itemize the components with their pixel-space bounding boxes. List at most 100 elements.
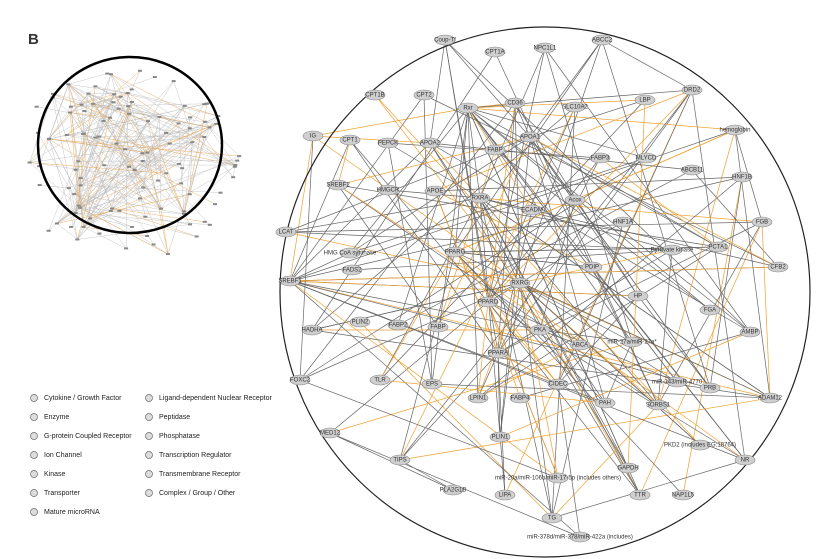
edge [311, 106, 576, 331]
legend-label: Transporter [44, 490, 81, 497]
thumbnail [27, 69, 242, 256]
thumb-edge [80, 141, 193, 209]
thumb-node [78, 177, 83, 180]
edge [397, 107, 469, 326]
edge [337, 139, 351, 186]
node-shape [275, 226, 297, 238]
node-label: LIPA [499, 493, 512, 499]
node-label: PDIP [585, 265, 599, 271]
node-shape [707, 241, 729, 253]
thumb-edge [37, 132, 81, 209]
thumb-node [202, 220, 207, 223]
thumb-edge [80, 207, 197, 237]
nodes: Coup-Tf CPT1A NPC1L1 ABCC2 CPT1B CPT2 Rxr CD36 S… [275, 34, 789, 543]
thumb-node [212, 203, 217, 206]
thumb-edge [56, 152, 148, 224]
thumb-edge [160, 166, 235, 209]
thumb-node [97, 232, 102, 235]
node-label: PKD2 (includes EG:18764) [664, 443, 736, 449]
edge [477, 344, 581, 399]
thumb-edge [103, 120, 162, 209]
edge [379, 99, 646, 381]
thumb-edge [147, 123, 217, 153]
edge [289, 280, 541, 331]
node-label: PAH [599, 401, 611, 407]
thumb-edge [110, 128, 190, 212]
thumb-node [101, 119, 106, 122]
thumb-edge [80, 185, 127, 249]
edge [637, 295, 711, 389]
edge [312, 107, 469, 137]
node-shape [689, 439, 711, 451]
thumb-edge [68, 84, 113, 209]
thumb-edge [52, 93, 94, 105]
thumb-node [179, 182, 184, 185]
thumb-edge [173, 81, 190, 129]
panel-label: B [28, 31, 39, 48]
thumb-edge [48, 138, 162, 209]
edge [604, 341, 633, 404]
thumb-edge [116, 143, 169, 255]
thumb-node [105, 72, 110, 75]
legend-label: Transcription Regulator [159, 452, 232, 459]
node-label: AMBP [741, 330, 758, 336]
edge [285, 231, 521, 284]
node-label: CPT1B [365, 93, 384, 99]
node-shape [634, 94, 656, 106]
edge [467, 107, 736, 131]
thumb-edge [49, 138, 148, 153]
thumb-edge [78, 160, 238, 162]
node-label: EPS [426, 382, 438, 388]
node-shape [477, 296, 499, 308]
node-label: TLR [374, 378, 386, 384]
node-shape [621, 336, 643, 348]
edge [499, 331, 751, 438]
edge [557, 383, 581, 538]
thumb-node [145, 235, 150, 238]
thumb-edge [183, 136, 205, 214]
edge [544, 47, 633, 343]
thumb-edge [183, 142, 193, 214]
thumb-node [46, 229, 51, 232]
node-label: SORBS1 [646, 403, 671, 409]
thumb-node [66, 187, 71, 190]
edge [329, 301, 489, 434]
thumb-node [76, 160, 81, 163]
node-shape [341, 264, 363, 276]
node-label: FOXC2 [290, 378, 311, 384]
node-label: ABCC2 [592, 38, 613, 44]
thumb-edge [66, 133, 84, 136]
thumb-edge [48, 103, 208, 140]
legend-icon [145, 489, 153, 497]
thumb-edge [68, 84, 119, 109]
edge [299, 135, 314, 381]
edge [351, 249, 673, 271]
thumb-edge [88, 93, 162, 209]
edge [657, 129, 736, 406]
node-shape [581, 261, 603, 273]
thumb-node [78, 184, 83, 187]
thumb-node [233, 164, 238, 167]
legend-icon [30, 413, 38, 421]
node-shape [529, 324, 551, 336]
thumb-node [171, 80, 176, 83]
thumb-edge [68, 94, 115, 189]
node-shape [413, 89, 435, 101]
edge [467, 107, 533, 211]
thumb-node [164, 132, 169, 135]
node-label: PPARG [445, 250, 466, 256]
thumb-node [54, 222, 59, 225]
legend-label: Kinase [44, 471, 66, 478]
node-shape [301, 324, 323, 336]
thumb-edge [184, 105, 219, 117]
node-label: FGA [704, 308, 716, 314]
edge [374, 94, 701, 446]
edge [479, 197, 659, 406]
thumb-edge [82, 94, 115, 135]
thumb-edge [66, 134, 96, 138]
edge [477, 246, 719, 399]
node-shape [487, 347, 509, 359]
node-shape [289, 374, 311, 386]
thumb-node [117, 209, 122, 212]
